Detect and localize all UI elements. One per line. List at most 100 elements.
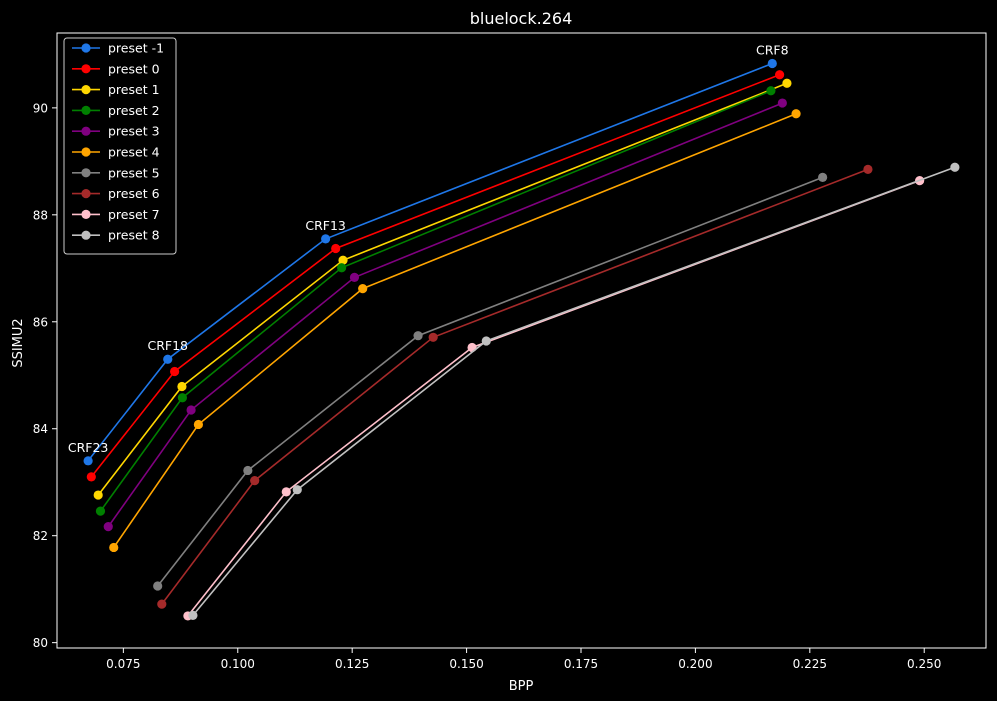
- legend-item: preset 4: [72, 145, 160, 160]
- data-point: [413, 331, 423, 341]
- x-tick-label: 0.150: [449, 657, 483, 671]
- data-point: [766, 86, 776, 96]
- legend-marker: [81, 168, 91, 178]
- series-line: [113, 113, 797, 548]
- annotation-label: CRF18: [147, 338, 188, 353]
- plot-frame: [56, 32, 987, 649]
- legend-label: preset 7: [108, 207, 160, 222]
- data-point: [186, 405, 196, 415]
- legend-marker: [81, 230, 91, 240]
- legend-marker: [81, 147, 91, 157]
- series-2: [93, 78, 792, 500]
- series-line: [192, 166, 956, 616]
- data-point: [337, 263, 347, 273]
- data-point: [93, 490, 103, 500]
- annotation-label: CRF8: [756, 42, 789, 57]
- legend-marker: [81, 43, 91, 53]
- annotations: CRF23 CRF18 CRF13 CRF8: [68, 42, 789, 454]
- data-point: [358, 284, 368, 294]
- legend-item: preset 6: [72, 186, 160, 201]
- data-point: [481, 336, 491, 346]
- x-tick-label: 0.250: [907, 657, 941, 671]
- x-tick-label: 0.100: [221, 657, 255, 671]
- data-point: [153, 581, 163, 591]
- series-line: [87, 62, 773, 462]
- legend-marker: [81, 209, 91, 219]
- legend-label: preset 3: [108, 124, 160, 139]
- legend-item: preset 5: [72, 165, 160, 180]
- series-1: [86, 70, 785, 482]
- annotation-label: CRF23: [68, 440, 109, 455]
- legend-label: preset 5: [108, 165, 160, 180]
- data-point: [95, 506, 106, 516]
- legend-label: preset -1: [108, 41, 164, 56]
- series-4: [103, 98, 787, 532]
- data-point: [791, 109, 801, 119]
- series-line: [90, 73, 780, 478]
- series-0: [83, 58, 777, 466]
- y-tick-label: 82: [33, 529, 48, 543]
- legend-label: preset 2: [108, 103, 160, 118]
- data-point: [193, 419, 204, 430]
- data-point: [292, 485, 302, 495]
- y-tick-label: 80: [33, 636, 48, 650]
- legend-marker: [81, 64, 91, 74]
- series-9: [188, 162, 960, 620]
- data-point: [428, 332, 438, 342]
- legend-marker: [81, 189, 91, 199]
- legend: preset -1 preset 0 preset 1 preset 2 preset …: [63, 37, 177, 255]
- data-point: [349, 272, 360, 282]
- data-point: [321, 234, 331, 244]
- legend-label: preset 8: [108, 228, 160, 243]
- series-line: [99, 90, 772, 512]
- legend-label: preset 4: [108, 145, 160, 160]
- y-tick-label: 88: [33, 208, 48, 222]
- legend-item: preset -1: [72, 41, 164, 56]
- legend-marker: [81, 126, 91, 136]
- series-5: [109, 109, 801, 553]
- data-point: [331, 243, 341, 254]
- series-7: [157, 164, 873, 609]
- data-point: [86, 472, 96, 482]
- annotation-label: CRF13: [305, 218, 346, 233]
- y-tick-label: 90: [33, 101, 48, 115]
- y-axis-label: SSIMU2: [11, 318, 26, 367]
- legend-item: preset 2: [72, 103, 160, 118]
- series-8: [183, 176, 925, 621]
- x-tick-label: 0.200: [678, 657, 712, 671]
- series-6: [153, 172, 828, 591]
- series-line: [161, 168, 869, 605]
- series-line: [157, 176, 823, 587]
- data-point: [777, 98, 787, 108]
- legend-marker: [81, 105, 91, 115]
- x-tick-label: 0.175: [564, 657, 598, 671]
- legend-item: preset 3: [72, 124, 160, 139]
- data-point: [782, 78, 792, 88]
- data-point: [83, 456, 93, 466]
- x-tick-label: 0.125: [335, 657, 369, 671]
- legend-item: preset 7: [72, 207, 160, 222]
- y-tick-label: 86: [33, 315, 48, 329]
- series-layer: [83, 58, 960, 621]
- data-point: [775, 70, 785, 80]
- legend-box: [63, 37, 177, 255]
- series-line: [97, 82, 788, 496]
- x-tick-label: 0.075: [106, 657, 140, 671]
- data-point: [170, 366, 180, 377]
- data-point: [338, 255, 348, 265]
- data-point: [243, 465, 253, 476]
- data-point: [250, 476, 260, 486]
- data-point: [157, 599, 167, 609]
- y-tick-label: 84: [33, 422, 48, 436]
- data-point: [818, 172, 828, 182]
- legend-item: preset 0: [72, 61, 160, 76]
- chart-title: bluelock.264: [470, 9, 573, 28]
- series-3: [95, 86, 776, 516]
- data-point: [950, 162, 960, 172]
- data-point: [103, 522, 113, 532]
- data-point: [188, 610, 198, 620]
- data-point: [177, 393, 187, 403]
- data-point: [109, 542, 119, 553]
